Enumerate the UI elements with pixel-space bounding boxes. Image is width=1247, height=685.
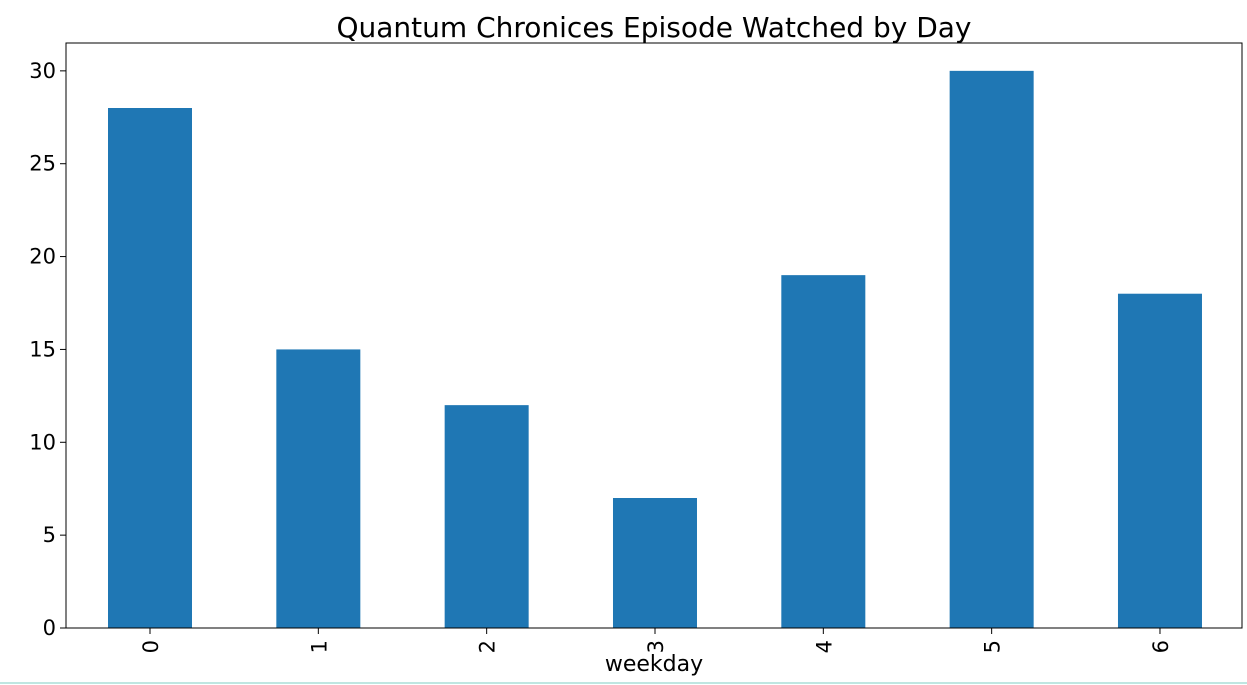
x-tick-label: 5 <box>981 640 1005 653</box>
bar-1 <box>276 349 361 628</box>
bar-2 <box>444 405 529 628</box>
chart-title: Quantum Chronices Episode Watched by Day <box>336 11 971 44</box>
y-tick-label: 15 <box>29 337 56 361</box>
y-tick-label: 25 <box>29 152 56 176</box>
bars-group <box>108 70 1202 629</box>
bottom-divider <box>0 682 1247 684</box>
x-axis-label: weekday <box>605 652 703 677</box>
x-tick-label: 3 <box>644 640 668 653</box>
bar-4 <box>781 275 866 628</box>
bar-0 <box>108 108 192 628</box>
x-tick-label: 0 <box>139 640 163 653</box>
bar-6 <box>1117 293 1202 628</box>
bar-5 <box>949 70 1034 629</box>
y-tick-label: 0 <box>43 616 56 640</box>
y-axis: 0 5 10 15 20 25 30 <box>29 59 66 640</box>
plot-frame <box>65 42 1243 629</box>
x-tick-label: 1 <box>307 640 331 653</box>
bar-3 <box>612 498 697 628</box>
x-axis: 0 1 2 3 4 5 6 <box>139 628 1173 653</box>
y-tick-label: 30 <box>29 59 56 83</box>
x-tick-label: 6 <box>1149 640 1173 653</box>
y-tick-label: 20 <box>29 245 56 269</box>
y-tick-label: 5 <box>43 523 56 547</box>
y-tick-label: 10 <box>29 430 56 454</box>
x-tick-label: 2 <box>476 640 500 653</box>
x-tick-label: 4 <box>812 640 836 653</box>
